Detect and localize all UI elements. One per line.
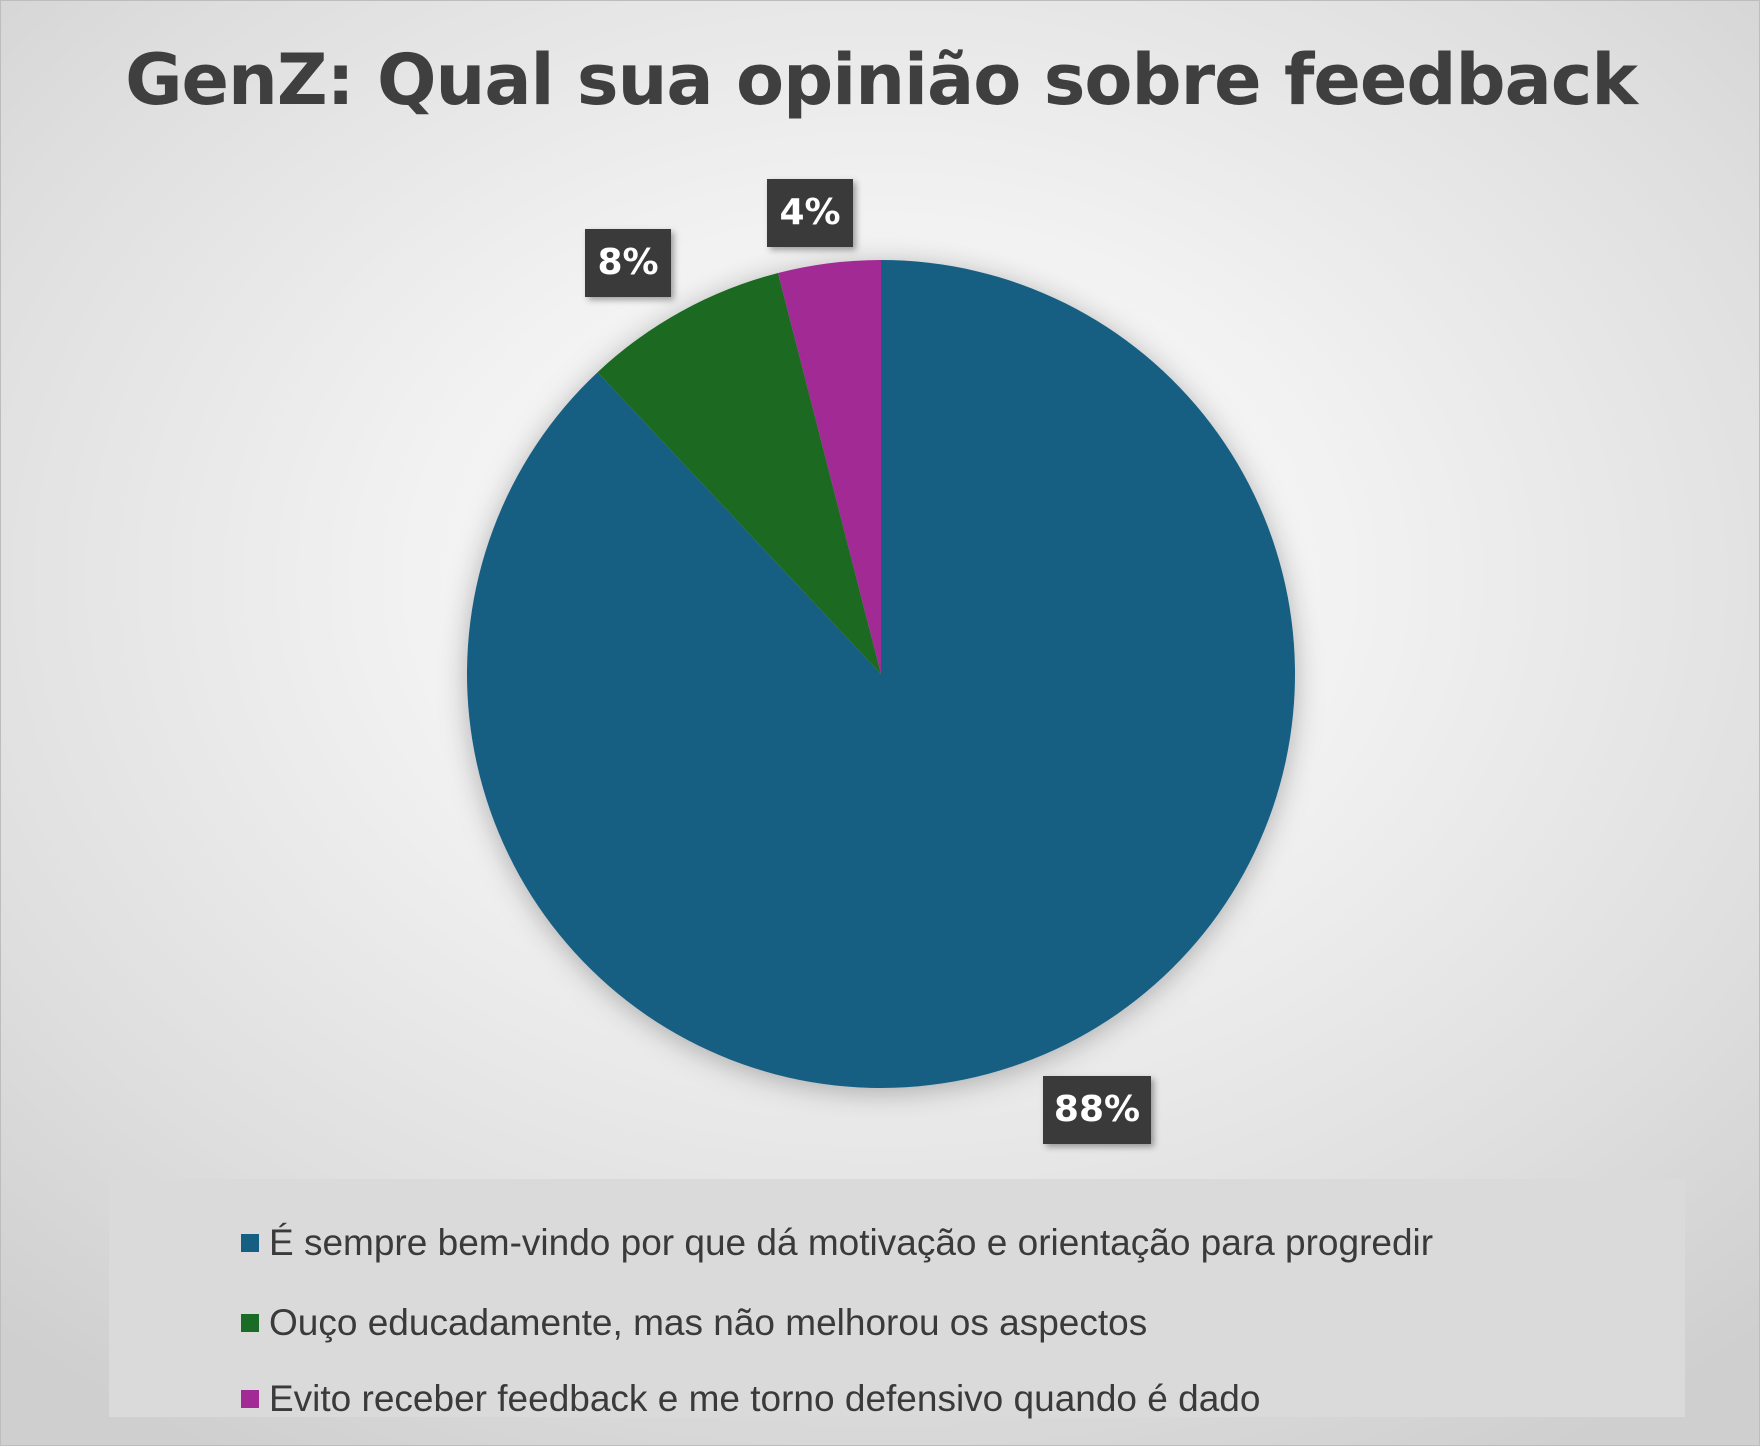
legend-label: É sempre bem-vindo por que dá motivação … [269, 1222, 1434, 1263]
pie-slice-2 [597, 273, 881, 674]
pie-slice-1 [467, 260, 1295, 1088]
legend-label: Evito receber feedback e me torno defens… [269, 1378, 1261, 1419]
legend-label: Ouço educadamente, mas não melhorou os a… [269, 1302, 1148, 1343]
data-label-slice-3: 4% [767, 179, 853, 247]
data-label-slice-1: 88% [1043, 1076, 1151, 1144]
legend-item: Ouço educadamente, mas não melhorou os a… [241, 1297, 1147, 1349]
data-label-slice-2: 8% [585, 229, 671, 297]
legend: É sempre bem-vindo por que dá motivação … [109, 1179, 1685, 1419]
legend-item: Evito receber feedback e me torno defens… [241, 1373, 1260, 1425]
pie-slice-3 [778, 260, 881, 674]
legend-swatch [241, 1390, 259, 1408]
chart-title: GenZ: Qual sua opinião sobre feedback [125, 39, 1638, 121]
legend-swatch [241, 1234, 259, 1252]
legend-swatch [241, 1314, 259, 1332]
legend-item: É sempre bem-vindo por que dá motivação … [241, 1217, 1433, 1269]
